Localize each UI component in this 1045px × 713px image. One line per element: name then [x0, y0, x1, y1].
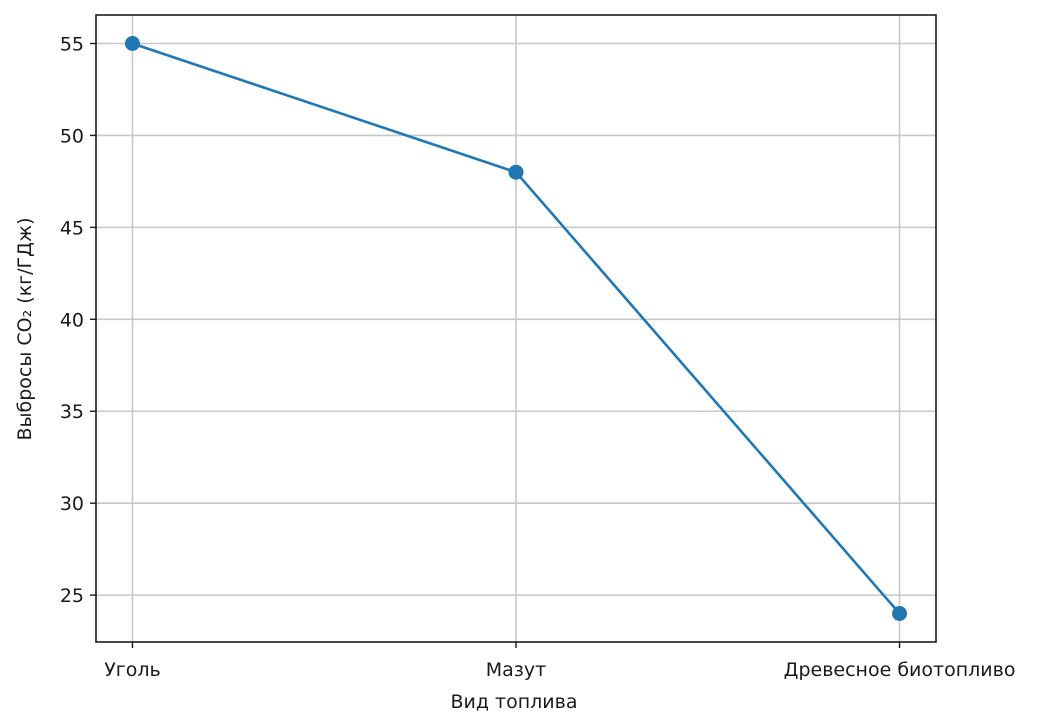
data-point	[508, 164, 524, 180]
data-point	[892, 606, 908, 621]
y-tick-label: 25	[60, 585, 84, 607]
y-tick-label: 30	[60, 493, 84, 515]
data-point	[124, 36, 140, 51]
y-tick-label: 50	[60, 125, 84, 147]
y-tick-label: 40	[60, 309, 84, 331]
x-axis-label: Вид топлива	[450, 691, 577, 713]
y-tick-label: 45	[60, 217, 84, 239]
y-axis-label: Выбросы CO₂ (кг/ГДж)	[14, 217, 36, 440]
series-layer	[124, 36, 908, 621]
grid	[96, 15, 936, 642]
x-tick-label: Мазут	[486, 659, 546, 681]
y-tick-label: 35	[60, 401, 84, 423]
y-axis-ticks: 25 30 35 40 45 50 55	[60, 34, 96, 607]
y-tick-label: 55	[60, 34, 84, 56]
x-tick-label: Древесное биотопливо	[784, 659, 1016, 681]
x-axis-ticks: Уголь Мазут Древесное биотопливо	[104, 642, 1015, 681]
x-tick-label: Уголь	[104, 659, 161, 681]
